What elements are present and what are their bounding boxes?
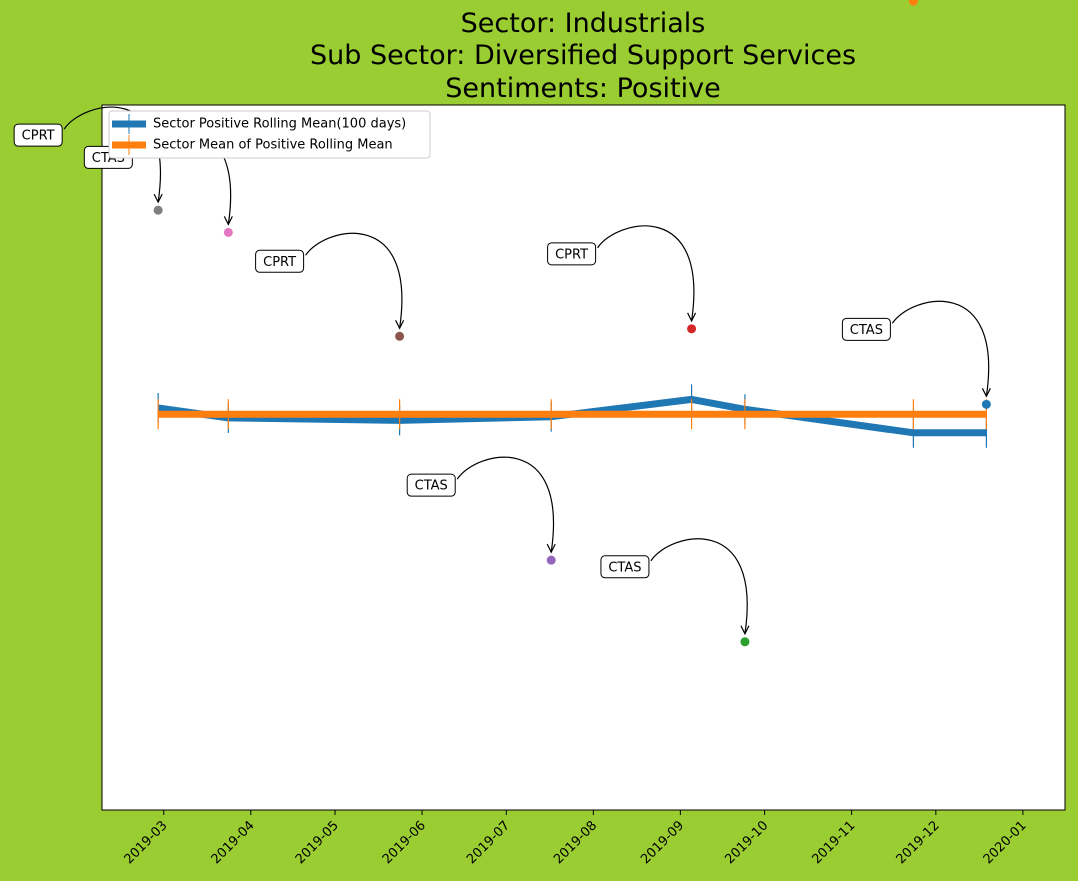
x-tick-label: 2019-08 xyxy=(551,818,600,867)
annotation-point-7 xyxy=(909,0,918,6)
annotation-label: CPRT xyxy=(22,129,55,144)
legend-label-2: Sector Mean of Positive Rolling Mean xyxy=(153,138,393,153)
title-line-3: Sentiments: Positive xyxy=(445,73,720,104)
annotation-label: CPRT xyxy=(263,255,296,270)
x-tick-label: 2019-11 xyxy=(809,818,858,867)
x-tick-label: 2019-09 xyxy=(638,818,687,867)
annotation-point-5 xyxy=(687,324,696,333)
x-tick-label: 2019-10 xyxy=(722,818,771,867)
annotation-label: CTAS xyxy=(415,479,448,494)
legend-label-1: Sector Positive Rolling Mean(100 days) xyxy=(153,117,406,132)
annotation-point-3 xyxy=(395,332,404,341)
annotation-label: CPRT xyxy=(555,247,588,262)
x-tick-label: 2019-05 xyxy=(293,818,342,867)
legend: Sector Positive Rolling Mean(100 days) Se… xyxy=(109,111,430,158)
title-line-1: Sector: Industrials xyxy=(461,8,706,39)
x-tick-label: 2019-03 xyxy=(122,818,171,867)
annotation-point-6 xyxy=(740,637,749,646)
annotation-point-8 xyxy=(982,400,991,409)
x-tick-label: 2019-12 xyxy=(894,818,943,867)
annotation-label: CTAS xyxy=(608,560,641,575)
annotation-point-1 xyxy=(154,206,163,215)
title-line-2: Sub Sector: Diversified Support Services xyxy=(310,40,856,71)
x-tick-label: 2019-06 xyxy=(380,818,429,867)
x-axis: 2019-03 2019-04 2019-05 2019-06 2019-07 2019-… xyxy=(122,810,1030,867)
plot-area xyxy=(102,105,1065,810)
x-tick-label: 2019-07 xyxy=(464,818,513,867)
annotation-label: CTAS xyxy=(850,323,883,338)
x-tick-label: 2019-04 xyxy=(209,818,258,867)
x-tick-label: 2020-01 xyxy=(981,818,1030,867)
annotation-point-2 xyxy=(224,228,233,237)
annotation-point-4 xyxy=(547,556,556,565)
chart-title: Sector: Industrials Sub Sector: Diversif… xyxy=(310,8,856,104)
